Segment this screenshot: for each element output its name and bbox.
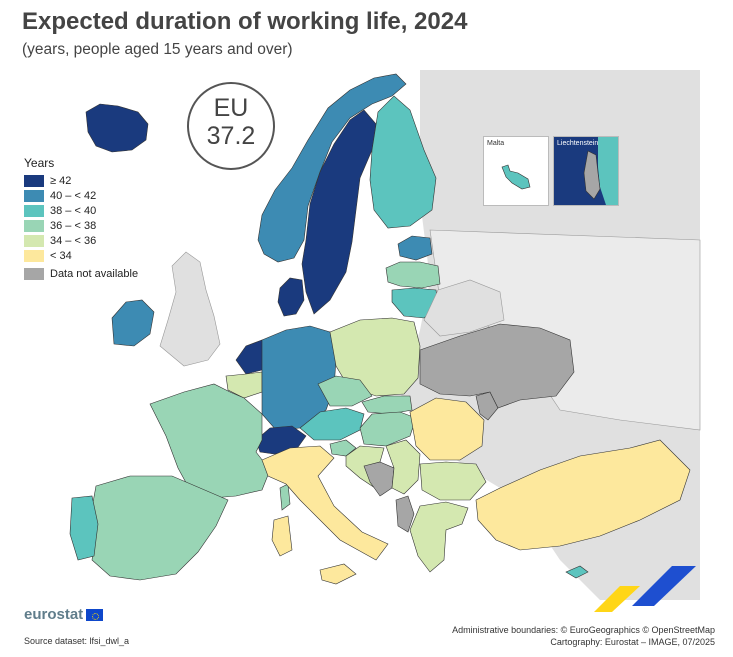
legend-swatch [24, 189, 44, 202]
legend-item: 34 – < 36 [24, 233, 138, 248]
island-sardinia [271, 515, 293, 557]
legend-item: < 34 [24, 248, 138, 263]
eu-average-badge: EU 37.2 [187, 82, 275, 170]
credit-line: Administrative boundaries: © EuroGeograp… [452, 625, 715, 635]
island-sicily [319, 563, 357, 585]
inset-malta: Malta [483, 136, 549, 206]
legend-item-na: Data not available [24, 266, 138, 281]
inset-malta-label: Malta [487, 140, 505, 147]
map-subtitle: (years, people aged 15 years and over) [22, 41, 293, 58]
country-sweden [301, 109, 377, 315]
source-dataset: Source dataset: lfsi_dwl_a [24, 636, 130, 646]
country-slovakia [361, 395, 413, 415]
legend-title: Years [24, 156, 55, 170]
eu-badge-value: 37.2 [206, 122, 256, 150]
eurostat-wordmark: eurostat [24, 606, 84, 623]
liechtenstein-shape [583, 137, 618, 205]
country-turkiye [475, 439, 691, 551]
country-ireland [111, 299, 155, 347]
country-bulgaria [419, 461, 487, 501]
legend-swatch [24, 219, 44, 232]
country-slovenia [329, 439, 357, 457]
country-iceland [85, 103, 149, 153]
inset-liechtenstein: Liechtenstein [553, 136, 619, 206]
country-portugal [69, 495, 99, 561]
legend-label: ≥ 42 [50, 174, 72, 187]
country-belarus [423, 279, 505, 337]
country-albania [395, 495, 415, 533]
country-denmark [277, 277, 305, 317]
legend-item: 36 – < 38 [24, 218, 138, 233]
legend-label: 34 – < 36 [50, 234, 97, 247]
country-ukraine [419, 323, 575, 409]
legend-label: Data not available [50, 267, 139, 280]
eurostat-logo: eurostat [24, 606, 104, 623]
country-spain [91, 475, 229, 581]
legend-swatch [24, 249, 44, 262]
country-serbia [385, 439, 421, 495]
legend-label: 40 – < 42 [50, 189, 97, 202]
country-estonia [397, 235, 433, 261]
legend-label: < 34 [50, 249, 72, 262]
country-united-kingdom [159, 251, 221, 367]
eu-flag-icon [86, 608, 104, 621]
legend-label: 38 – < 40 [50, 204, 97, 217]
eu-badge-label: EU [213, 94, 249, 122]
country-cyprus [565, 565, 589, 579]
map-title: Expected duration of working life, 2024 [22, 8, 468, 35]
eurostat-decoration-blue [632, 566, 696, 606]
legend-label: 36 – < 38 [50, 219, 97, 232]
legend-item: 38 – < 40 [24, 203, 138, 218]
country-finland [369, 95, 437, 229]
credit-line: Cartography: Eurostat – IMAGE, 07/2025 [550, 637, 715, 647]
country-greece [409, 501, 469, 573]
eurostat-decoration-yellow [594, 586, 640, 612]
country-romania [409, 397, 485, 461]
country-austria [299, 407, 365, 441]
legend-swatch [24, 174, 44, 187]
legend-item: ≥ 42 [24, 173, 138, 188]
inset-liechtenstein-label: Liechtenstein [557, 140, 599, 147]
country-latvia [385, 261, 441, 289]
legend-swatch [24, 234, 44, 247]
country-switzerland [255, 425, 307, 455]
legend-swatch [24, 204, 44, 217]
country-italy [261, 445, 389, 561]
country-czechia [317, 375, 373, 407]
country-hungary [359, 411, 417, 447]
legend-item: 40 – < 42 [24, 188, 138, 203]
country-norway [257, 73, 407, 263]
legend: Years ≥ 42 40 – < 42 38 – < 40 36 – < 38… [24, 156, 138, 281]
legend-swatch [24, 267, 44, 280]
map-credits: Administrative boundaries: © EuroGeograp… [452, 624, 715, 648]
malta-shape [501, 164, 531, 190]
island-corsica [279, 483, 291, 511]
